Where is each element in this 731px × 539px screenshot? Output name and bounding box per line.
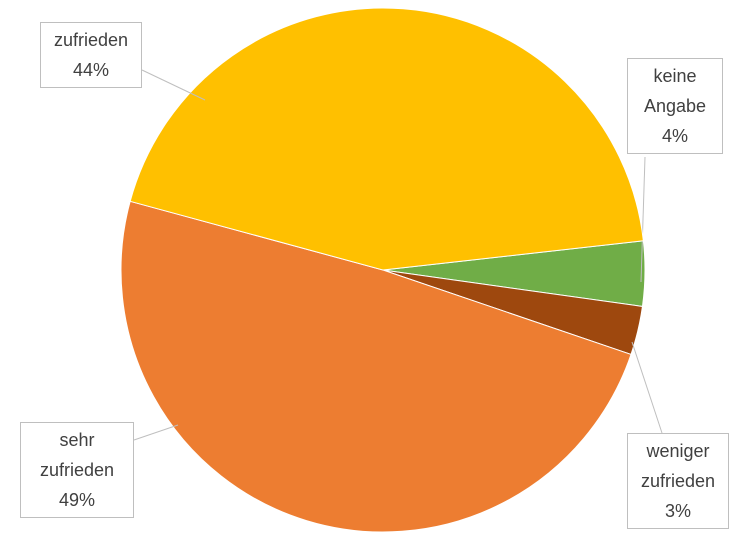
data-label: zufrieden 44% <box>40 22 142 88</box>
label-category: sehr zufrieden <box>39 430 115 480</box>
pie-slice <box>120 200 632 533</box>
label-category: keine Angabe <box>643 66 707 116</box>
leader-line <box>133 424 179 441</box>
label-category: zufrieden <box>53 30 129 50</box>
label-value: 44% <box>72 60 110 80</box>
data-label: sehr zufrieden 49% <box>20 422 134 518</box>
leader-line <box>640 156 646 283</box>
label-value: 4% <box>661 126 688 146</box>
data-label: weniger zufrieden 3% <box>627 433 729 529</box>
leader-line <box>141 69 206 101</box>
label-value: 3% <box>664 501 691 521</box>
label-value: 49% <box>58 490 96 510</box>
pie-slice <box>129 7 644 271</box>
data-label: keine Angabe 4% <box>627 58 723 154</box>
leader-line <box>631 341 663 434</box>
label-category: weniger zufrieden <box>640 441 716 491</box>
